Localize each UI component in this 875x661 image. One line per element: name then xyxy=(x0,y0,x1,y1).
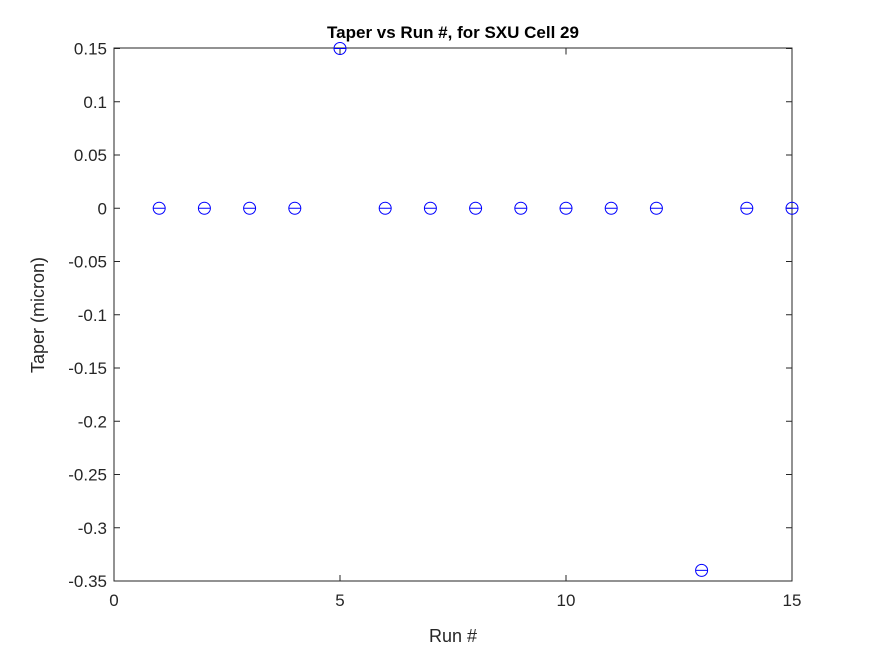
y-tick-label: 0.1 xyxy=(83,93,107,112)
data-point xyxy=(740,201,754,215)
y-tick-label: -0.1 xyxy=(78,306,107,325)
y-tick-label: -0.05 xyxy=(68,253,107,272)
y-tick-label: 0.05 xyxy=(74,146,107,165)
data-point xyxy=(514,201,528,215)
data-point xyxy=(152,201,166,215)
y-tick-label: -0.3 xyxy=(78,519,107,538)
x-tick-label: 10 xyxy=(557,591,576,610)
data-point xyxy=(423,201,437,215)
data-point xyxy=(649,201,663,215)
y-axis-label: Taper (micron) xyxy=(28,257,48,373)
data-point xyxy=(559,201,573,215)
data-point xyxy=(243,201,257,215)
data-point xyxy=(695,563,709,577)
data-point xyxy=(785,201,799,215)
data-point xyxy=(469,201,483,215)
y-tick-label: -0.25 xyxy=(68,466,107,485)
x-tick-label: 5 xyxy=(335,591,344,610)
y-tick-label: -0.2 xyxy=(78,412,107,431)
data-point xyxy=(197,201,211,215)
data-point xyxy=(288,201,302,215)
y-tick-label: 0 xyxy=(98,199,107,218)
data-point xyxy=(378,201,392,215)
x-axis-label: Run # xyxy=(429,626,477,646)
data-point xyxy=(604,201,618,215)
data-point xyxy=(333,42,347,55)
y-tick-label: -0.35 xyxy=(68,572,107,591)
y-tick-label: 0.15 xyxy=(74,40,107,59)
x-tick-label: 15 xyxy=(783,591,802,610)
x-tick-label: 0 xyxy=(109,591,118,610)
chart-title: Taper vs Run #, for SXU Cell 29 xyxy=(327,23,579,42)
plot-area xyxy=(113,47,793,582)
y-tick-label: -0.15 xyxy=(68,359,107,378)
